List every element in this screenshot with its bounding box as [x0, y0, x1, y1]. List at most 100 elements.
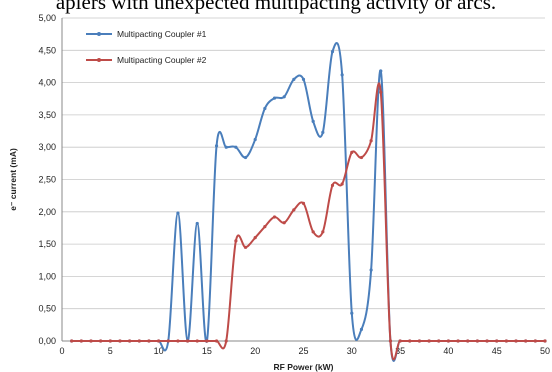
data-point — [543, 339, 547, 343]
legend-item-1: Multipacting Coupler #1 — [86, 29, 207, 39]
data-point — [504, 339, 508, 343]
data-point — [311, 230, 315, 234]
data-point — [128, 339, 132, 343]
data-point — [108, 339, 112, 343]
y-tick-label: 4,00 — [38, 78, 56, 88]
data-point — [272, 215, 277, 219]
x-tick-label: 30 — [347, 346, 357, 356]
y-tick-label: 2,50 — [38, 175, 56, 185]
data-point — [234, 239, 238, 243]
data-point — [301, 201, 306, 206]
x-tick-label: 10 — [154, 346, 164, 356]
caption-text: aplers with unexpected multipacting acti… — [55, 0, 497, 14]
data-point — [282, 95, 286, 99]
x-tick-labels: 0 5 10 15 20 25 30 35 40 45 50 — [59, 346, 550, 356]
data-point — [408, 339, 412, 343]
data-point — [70, 339, 74, 343]
data-point — [79, 339, 83, 343]
data-point — [195, 221, 199, 226]
y-tick-label: 3,50 — [38, 110, 56, 120]
x-axis-title: RF Power (kW) — [274, 362, 334, 372]
data-point — [533, 339, 537, 343]
data-point — [137, 339, 141, 343]
data-point — [437, 339, 441, 343]
series-line — [71, 82, 545, 361]
y-tick-label: 0,00 — [38, 336, 56, 346]
data-point — [359, 327, 364, 331]
data-point — [359, 155, 364, 160]
data-point — [292, 77, 296, 81]
data-point — [495, 339, 499, 343]
legend-marker — [97, 32, 101, 36]
y-tick-label: 2,00 — [38, 207, 56, 217]
data-point — [243, 245, 248, 249]
data-point — [340, 182, 344, 186]
x-tick-label: 25 — [298, 346, 308, 356]
x-tick-label: 35 — [395, 346, 405, 356]
data-point — [157, 339, 161, 343]
data-point — [243, 155, 248, 160]
data-point — [388, 339, 393, 343]
data-point — [99, 339, 103, 343]
y-tick-label: 5,00 — [38, 13, 56, 23]
legend: Multipacting Coupler #1 Multipacting Coup… — [86, 29, 207, 65]
grid-lines — [62, 17, 545, 342]
y-tick-label: 0,50 — [38, 304, 56, 314]
x-tick-label: 0 — [59, 346, 64, 356]
data-point — [292, 208, 296, 212]
data-point — [166, 339, 170, 343]
legend-label: Multipacting Coupler #1 — [117, 29, 207, 39]
x-tick-label: 40 — [443, 346, 453, 356]
y-tick-label: 1,00 — [38, 271, 56, 281]
x-tick-label: 5 — [108, 346, 113, 356]
data-point — [321, 230, 325, 234]
data-point — [263, 225, 267, 229]
series-group — [70, 41, 547, 362]
data-point — [398, 339, 402, 343]
data-point — [340, 73, 344, 77]
y-tick-label: 3,00 — [38, 142, 56, 152]
x-tick-label: 45 — [492, 346, 502, 356]
data-point — [350, 150, 354, 154]
data-point — [224, 339, 228, 343]
data-point — [253, 137, 257, 142]
data-point — [321, 130, 325, 134]
data-point — [369, 268, 373, 272]
x-tick-label: 15 — [202, 346, 212, 356]
data-point — [456, 339, 460, 343]
data-point — [350, 311, 354, 315]
legend-item-2: Multipacting Coupler #2 — [86, 55, 207, 65]
data-point — [446, 339, 450, 343]
x-tick-label: 20 — [250, 346, 260, 356]
data-point — [330, 49, 335, 54]
data-point — [427, 339, 431, 343]
y-tick-label: 4,50 — [38, 45, 56, 55]
data-point — [263, 106, 267, 111]
y-tick-label: 1,50 — [38, 239, 56, 249]
data-point — [214, 339, 219, 343]
data-point — [89, 339, 93, 343]
data-point — [282, 221, 286, 225]
data-point — [417, 339, 422, 343]
data-point — [311, 119, 315, 123]
data-point — [214, 144, 219, 148]
data-point — [301, 77, 306, 81]
legend-marker — [97, 58, 101, 62]
data-point — [330, 183, 335, 187]
data-point — [185, 339, 190, 343]
data-point — [466, 339, 470, 343]
y-tick-labels: 0,00 0,50 1,00 1,50 2,00 2,50 3,00 3,50 4,00 4,50… — [38, 13, 56, 346]
data-point — [147, 339, 151, 343]
data-point — [205, 339, 209, 343]
series-line — [71, 41, 545, 362]
data-point — [369, 139, 373, 143]
y-axis-title: e⁻ current (mA) — [8, 148, 18, 211]
series-1 — [70, 41, 547, 362]
data-point — [224, 145, 228, 149]
data-point — [176, 339, 180, 343]
data-point — [485, 339, 489, 343]
data-point — [272, 96, 277, 100]
legend-label: Multipacting Coupler #2 — [117, 55, 207, 65]
data-point — [176, 211, 180, 215]
